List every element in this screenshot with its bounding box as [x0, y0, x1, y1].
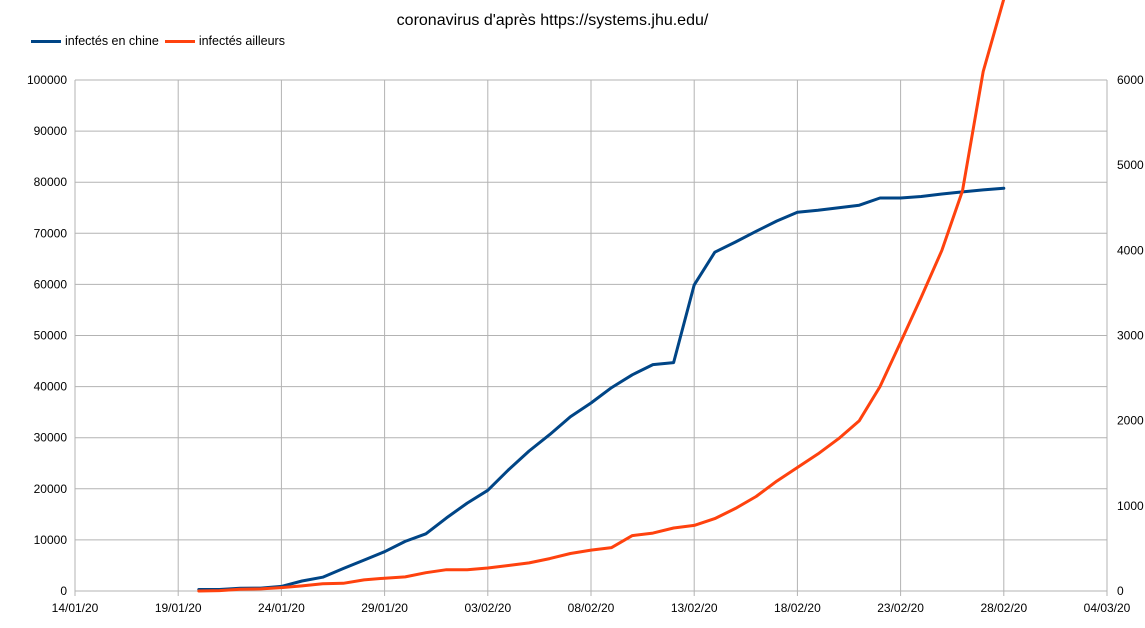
- y-left-tick-label: 0: [60, 584, 67, 598]
- x-tick-label: 18/02/20: [774, 601, 821, 615]
- x-tick-label: 29/01/20: [361, 601, 408, 615]
- legend-label-elsewhere: infectés ailleurs: [198, 34, 285, 48]
- y-left-tick-label: 70000: [34, 226, 68, 240]
- legend-swatch-china: [31, 39, 61, 43]
- series-line-elsewhere: [197, 0, 1006, 593]
- y-right-tick-label: 4000: [1117, 243, 1144, 257]
- chart-legend: infectés en chine infectés ailleurs: [31, 34, 291, 48]
- y-left-tick-label: 60000: [34, 277, 68, 291]
- legend-swatch-elsewhere: [164, 39, 195, 43]
- x-tick-label: 23/02/20: [877, 601, 924, 615]
- y-right-tick-label: 5000: [1117, 158, 1144, 172]
- legend-item-china: infectés en chine: [31, 34, 159, 48]
- x-tick-label: 08/02/20: [568, 601, 615, 615]
- x-tick-label: 28/02/20: [980, 601, 1027, 615]
- y-left-tick-label: 40000: [34, 380, 68, 394]
- y-left-tick-label: 20000: [34, 482, 68, 496]
- chart-title: coronavirus d'après https://systems.jhu.…: [396, 12, 709, 29]
- y-right-tick-label: 3000: [1117, 329, 1144, 343]
- y-right-tick-label: 6000: [1117, 73, 1144, 87]
- y-left-tick-label: 50000: [34, 329, 68, 343]
- x-tick-label: 24/01/20: [258, 601, 305, 615]
- y-right-tick-label: 2000: [1117, 414, 1144, 428]
- legend-label-china: infectés en chine: [65, 34, 159, 48]
- y-right-tick-label: 1000: [1117, 499, 1144, 513]
- y-left-tick-label: 100000: [27, 73, 67, 87]
- y-left-tick-label: 90000: [34, 124, 68, 138]
- x-tick-label: 03/02/20: [464, 601, 511, 615]
- series-line-china: [197, 186, 1006, 591]
- x-tick-label: 13/02/20: [671, 601, 718, 615]
- y-left-tick-label: 10000: [34, 533, 68, 547]
- y-left-tick-label: 30000: [34, 431, 68, 445]
- x-tick-label: 19/01/20: [155, 601, 202, 615]
- legend-item-elsewhere: infectés ailleurs: [164, 34, 285, 48]
- y-right-tick-label: 0: [1117, 584, 1124, 598]
- x-tick-label: 14/01/20: [52, 601, 99, 615]
- y-left-tick-label: 80000: [34, 175, 68, 189]
- x-tick-label: 04/03/20: [1084, 601, 1131, 615]
